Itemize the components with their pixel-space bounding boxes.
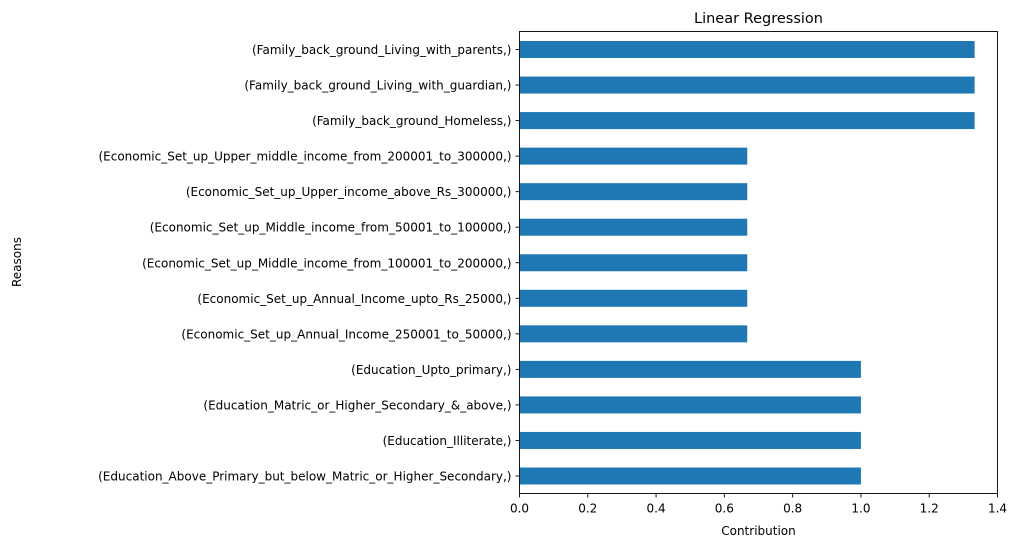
y-tick-label: (Economic_Set_up_Upper_middle_income_fro… [98, 150, 511, 164]
y-tick-label: (Education_Upto_primary,) [351, 363, 511, 377]
x-tick-label: 1.2 [920, 502, 939, 516]
y-tick-label: (Family_back_ground_Living_with_guardian… [244, 79, 511, 93]
x-tick-label: 0.4 [647, 502, 666, 516]
bar [519, 396, 861, 414]
x-tick-label: 0.0 [510, 502, 529, 516]
ticks-layer: (Family_back_ground_Living_with_parents,… [98, 43, 1007, 516]
bar [519, 41, 975, 58]
bar [519, 147, 748, 165]
bar [519, 76, 975, 94]
y-tick-label: (Economic_Set_up_Middle_income_from_1000… [142, 256, 511, 270]
y-tick-label: (Economic_Set_up_Annual_Income_250001_to… [181, 327, 511, 341]
y-tick-label: (Education_Above_Primary_but_below_Matri… [98, 470, 511, 484]
bar [519, 289, 748, 307]
bar [519, 183, 748, 201]
x-tick-label: 0.6 [715, 502, 734, 516]
y-tick-label: (Family_back_ground_Homeless,) [312, 114, 511, 128]
y-tick-label: (Economic_Set_up_Upper_income_above_Rs_3… [186, 185, 512, 199]
chart-title: Linear Regression [694, 11, 823, 27]
y-tick-label: (Economic_Set_up_Annual_Income_upto_Rs_2… [197, 292, 511, 306]
x-tick-label: 1.0 [851, 502, 870, 516]
bar [519, 112, 975, 130]
bar [519, 467, 861, 485]
bars-layer [519, 41, 975, 485]
y-tick-label: (Education_Illiterate,) [383, 434, 512, 448]
bar [519, 325, 748, 343]
bar [519, 360, 861, 378]
bar [519, 254, 748, 272]
bar [519, 431, 861, 449]
bar [519, 218, 748, 236]
x-tick-label: 0.8 [783, 502, 802, 516]
y-tick-label: (Family_back_ground_Living_with_parents,… [252, 43, 512, 57]
plot-frame [519, 31, 998, 494]
x-tick-label: 0.2 [578, 502, 597, 516]
x-axis-title: Contribution [721, 524, 796, 538]
y-axis-title: Reasons [10, 237, 24, 287]
y-tick-label: (Education_Matric_or_Higher_Secondary_&_… [203, 398, 511, 412]
y-tick-label: (Economic_Set_up_Middle_income_from_5000… [150, 221, 512, 235]
x-tick-label: 1.4 [988, 502, 1007, 516]
